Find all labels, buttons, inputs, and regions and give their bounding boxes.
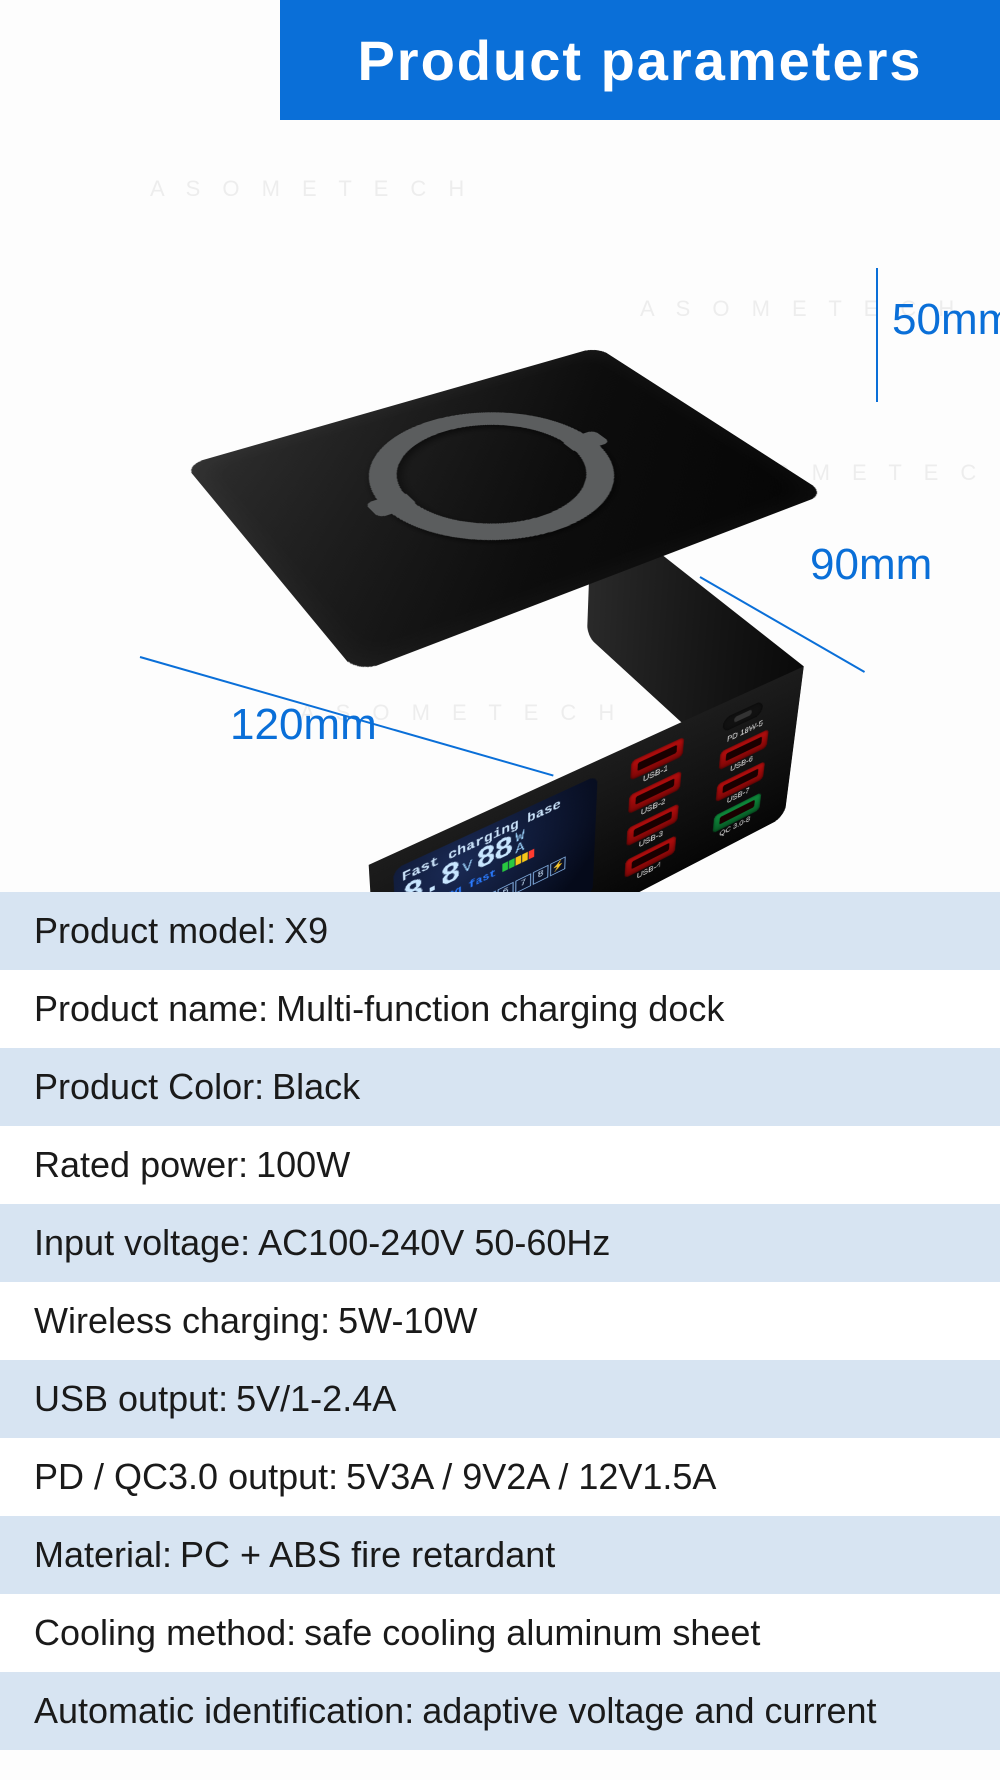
spec-value: Black (272, 1066, 360, 1108)
spec-row: Rated power: 100W (0, 1126, 1000, 1204)
spec-row: Cooling method: safe cooling aluminum sh… (0, 1594, 1000, 1672)
lcd-bar (509, 858, 515, 869)
spec-key: Automatic identification: (34, 1690, 414, 1732)
dim-height: 50mm (892, 295, 1000, 345)
spec-value: AC100-240V 50-60Hz (258, 1222, 610, 1264)
lcd-bar (529, 848, 535, 859)
spec-value: adaptive voltage and current (422, 1690, 876, 1732)
spec-key: Product name: (34, 988, 268, 1030)
spec-value: PC + ABS fire retardant (180, 1534, 555, 1576)
spec-value: X9 (284, 910, 328, 952)
spec-key: USB output: (34, 1378, 228, 1420)
spec-key: Cooling method: (34, 1612, 296, 1654)
spec-value: 5W-10W (338, 1300, 477, 1342)
header-banner: Product parameters (280, 0, 1000, 120)
spec-list: Product model: X9Product name: Multi-fun… (0, 892, 1000, 1750)
spec-row: Product model: X9 (0, 892, 1000, 970)
header-title: Product parameters (357, 28, 922, 93)
spec-key: Input voltage: (34, 1222, 250, 1264)
spec-key: Wireless charging: (34, 1300, 330, 1342)
spec-row: USB output: 5V/1-2.4A (0, 1360, 1000, 1438)
lcd-bar (503, 861, 509, 872)
spec-row: Product name: Multi-function charging do… (0, 970, 1000, 1048)
spec-row: Input voltage: AC100-240V 50-60Hz (0, 1204, 1000, 1282)
lcd-bar (516, 855, 522, 866)
dim-depth: 90mm (810, 540, 932, 590)
spec-key: PD / QC3.0 output: (34, 1456, 338, 1498)
dim-width: 120mm (230, 700, 377, 750)
dim-line-height (876, 268, 878, 402)
spec-row: Wireless charging: 5W-10W (0, 1282, 1000, 1360)
usb-port-block: USB-1USB-2USB-3USB-4PD 18W-5USB-6USB-7QC… (607, 683, 790, 903)
watermark: A S O M E T E C H (150, 176, 472, 202)
spec-row: Material: PC + ABS fire retardant (0, 1516, 1000, 1594)
lcd-bar (522, 851, 528, 862)
lcd-voltage-unit: V (463, 860, 473, 876)
spec-value: safe cooling aluminum sheet (304, 1612, 760, 1654)
spec-key: Material: (34, 1534, 172, 1576)
spec-row: Product Color: Black (0, 1048, 1000, 1126)
spec-row: PD / QC3.0 output: 5V3A / 9V2A / 12V1.5A (0, 1438, 1000, 1516)
spec-key: Product model: (34, 910, 276, 952)
spec-key: Rated power: (34, 1144, 248, 1186)
spec-row: Automatic identification: adaptive volta… (0, 1672, 1000, 1750)
product-stage: A S O M E T E C H A S O M E T E C H A S … (0, 140, 1000, 860)
device-body: Fast charging base 8.8 V 88 WA Charging … (206, 500, 804, 865)
spec-value: 5V3A / 9V2A / 12V1.5A (346, 1456, 716, 1498)
spec-value: 100W (256, 1144, 350, 1186)
spec-value: Multi-function charging dock (276, 988, 724, 1030)
spec-value: 5V/1-2.4A (236, 1378, 396, 1420)
spec-key: Product Color: (34, 1066, 264, 1108)
